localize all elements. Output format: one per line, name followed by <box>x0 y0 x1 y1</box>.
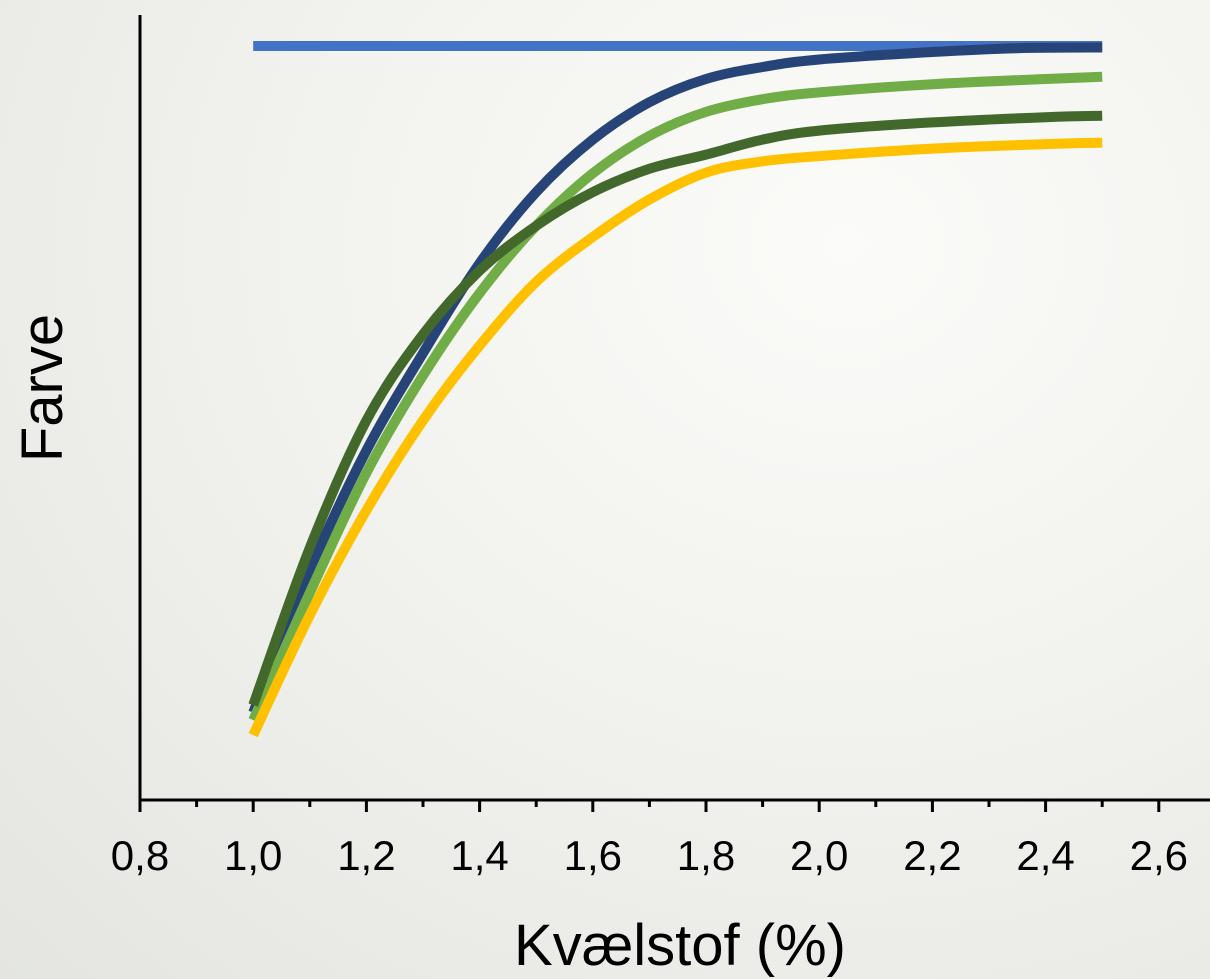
x-axis-tick-labels: 0,8 1,0 1,2 1,4 1,6 1,8 2,0 2,2 2,4 2,6 <box>111 832 1188 879</box>
x-tick-label: 1,6 <box>564 832 622 879</box>
series-line-3 <box>248 71 1103 723</box>
series-layer <box>248 40 1103 738</box>
x-tick-label: 1,0 <box>224 832 282 879</box>
y-axis-title: Farve <box>10 314 75 462</box>
x-tick-label: 1,8 <box>677 832 735 879</box>
series-line-5 <box>248 137 1103 738</box>
x-tick-label: 2,6 <box>1130 832 1188 879</box>
series-line-2 <box>248 42 1103 715</box>
x-tick-label: 2,4 <box>1016 832 1074 879</box>
series-line-4 <box>248 110 1103 707</box>
x-tick-label: 2,2 <box>903 832 961 879</box>
x-axis-ticks <box>138 800 1161 812</box>
x-tick-label: 0,8 <box>111 832 169 879</box>
x-tick-label: 1,4 <box>450 832 508 879</box>
x-tick-label: 2,0 <box>790 832 848 879</box>
x-tick-label: 1,2 <box>337 832 395 879</box>
x-axis-title: Kvælstof (%) <box>514 913 846 978</box>
